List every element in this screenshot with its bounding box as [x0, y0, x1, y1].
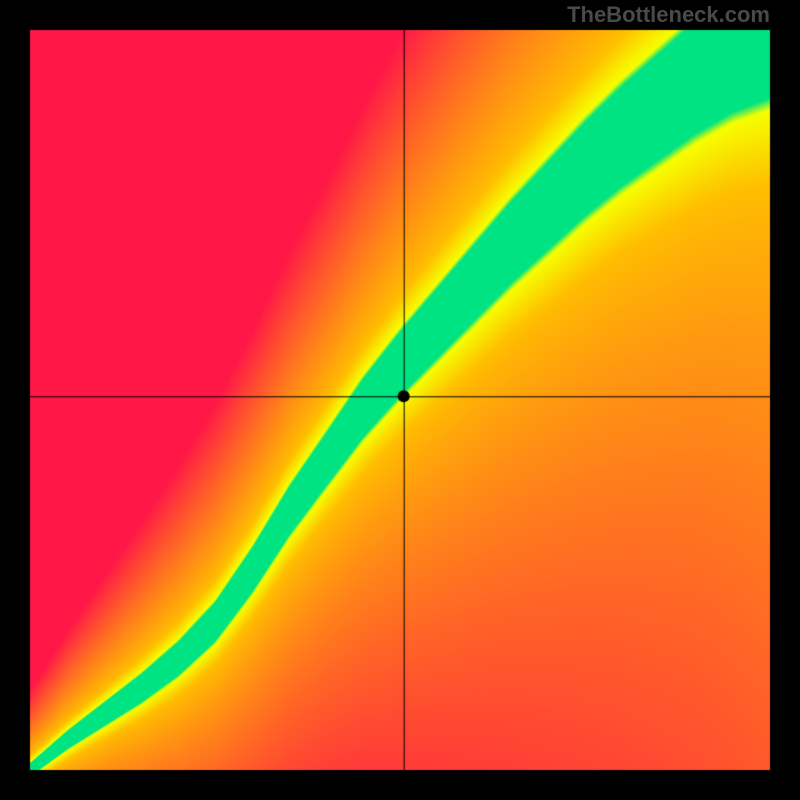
watermark-label: TheBottleneck.com [567, 2, 770, 28]
bottleneck-heatmap [0, 0, 800, 800]
